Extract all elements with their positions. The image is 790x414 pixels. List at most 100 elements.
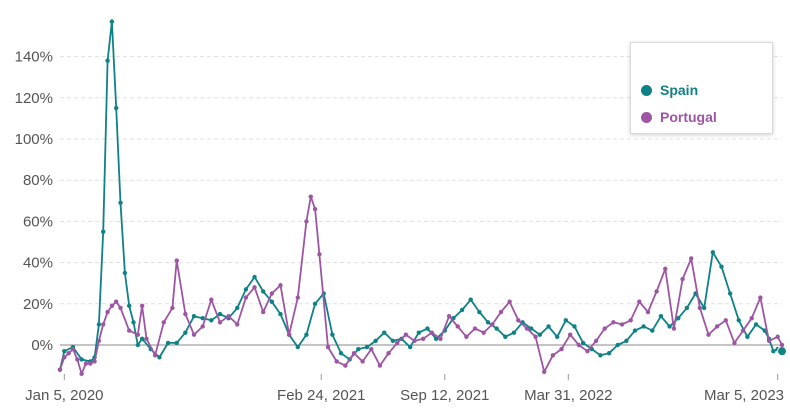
data-point-portugal[interactable] bbox=[152, 353, 158, 358]
data-point-portugal[interactable] bbox=[191, 332, 197, 337]
data-point-portugal[interactable] bbox=[395, 340, 400, 346]
data-point-portugal[interactable] bbox=[62, 355, 67, 360]
data-point-spain[interactable] bbox=[563, 318, 569, 323]
data-point-spain[interactable] bbox=[745, 334, 750, 339]
data-point-spain[interactable] bbox=[126, 303, 132, 309]
data-point-spain[interactable] bbox=[762, 328, 767, 333]
data-point-spain[interactable] bbox=[503, 334, 508, 339]
data-point-spain[interactable] bbox=[174, 340, 179, 346]
data-point-portugal[interactable] bbox=[377, 363, 383, 368]
data-point-portugal[interactable] bbox=[680, 276, 685, 282]
data-point-portugal[interactable] bbox=[490, 322, 495, 327]
data-point-portugal[interactable] bbox=[498, 309, 504, 315]
data-point-portugal[interactable] bbox=[75, 357, 80, 362]
data-point-spain[interactable] bbox=[62, 348, 67, 354]
data-point-portugal[interactable] bbox=[126, 328, 132, 333]
data-point-spain[interactable] bbox=[667, 324, 672, 329]
data-point-spain[interactable] bbox=[105, 58, 110, 63]
data-point-portugal[interactable] bbox=[118, 305, 123, 311]
data-point-portugal[interactable] bbox=[161, 320, 166, 325]
data-point-spain[interactable] bbox=[468, 297, 473, 302]
data-point-portugal[interactable] bbox=[170, 305, 175, 311]
data-point-portugal[interactable] bbox=[645, 309, 651, 315]
data-point-spain[interactable] bbox=[676, 316, 681, 321]
data-point-spain[interactable] bbox=[217, 311, 223, 317]
data-point-portugal[interactable] bbox=[304, 219, 309, 224]
data-point-portugal[interactable] bbox=[83, 361, 89, 366]
data-point-portugal[interactable] bbox=[139, 303, 145, 309]
data-point-spain[interactable] bbox=[407, 344, 413, 350]
data-point-portugal[interactable] bbox=[174, 258, 179, 263]
data-point-spain[interactable] bbox=[425, 326, 430, 331]
data-point-portugal[interactable] bbox=[235, 322, 240, 327]
data-point-portugal[interactable] bbox=[269, 291, 275, 296]
data-point-spain[interactable] bbox=[109, 19, 115, 24]
data-point-portugal[interactable] bbox=[200, 324, 205, 329]
legend-item-portugal[interactable]: Portugal bbox=[641, 107, 717, 127]
data-point-portugal[interactable] bbox=[663, 266, 668, 271]
data-point-portugal[interactable] bbox=[697, 305, 703, 311]
data-point-spain[interactable] bbox=[243, 287, 249, 292]
data-point-spain[interactable] bbox=[719, 264, 724, 269]
data-point-spain[interactable] bbox=[139, 336, 145, 342]
data-point-spain[interactable] bbox=[485, 320, 491, 325]
data-point-spain[interactable] bbox=[753, 322, 759, 327]
data-point-spain[interactable] bbox=[777, 346, 787, 357]
data-point-spain[interactable] bbox=[598, 353, 603, 358]
data-point-spain[interactable] bbox=[183, 330, 188, 335]
data-point-portugal[interactable] bbox=[723, 318, 728, 323]
data-point-portugal[interactable] bbox=[88, 361, 93, 366]
data-point-portugal[interactable] bbox=[516, 318, 521, 323]
data-point-portugal[interactable] bbox=[429, 330, 435, 335]
data-point-portugal[interactable] bbox=[369, 346, 374, 352]
data-point-portugal[interactable] bbox=[317, 252, 322, 257]
data-point-spain[interactable] bbox=[269, 299, 275, 304]
data-point-portugal[interactable] bbox=[403, 332, 409, 337]
data-point-spain[interactable] bbox=[537, 332, 543, 337]
data-point-portugal[interactable] bbox=[144, 336, 149, 342]
data-point-portugal[interactable] bbox=[226, 313, 231, 319]
data-point-portugal[interactable] bbox=[312, 206, 318, 212]
data-point-spain[interactable] bbox=[580, 340, 586, 346]
data-point-spain[interactable] bbox=[632, 328, 638, 333]
data-point-portugal[interactable] bbox=[57, 367, 63, 372]
data-point-spain[interactable] bbox=[338, 351, 344, 356]
data-point-spain[interactable] bbox=[624, 338, 629, 344]
data-point-portugal[interactable] bbox=[286, 332, 292, 337]
legend-item-spain[interactable]: Spain bbox=[641, 80, 698, 100]
data-point-portugal[interactable] bbox=[308, 194, 313, 199]
data-point-spain[interactable] bbox=[390, 338, 396, 344]
data-point-spain[interactable] bbox=[771, 348, 776, 354]
data-point-portugal[interactable] bbox=[628, 318, 633, 323]
data-point-spain[interactable] bbox=[209, 318, 214, 323]
data-point-portugal[interactable] bbox=[779, 342, 785, 348]
data-point-portugal[interactable] bbox=[386, 351, 391, 356]
data-point-portugal[interactable] bbox=[325, 344, 331, 350]
data-point-spain[interactable] bbox=[606, 351, 612, 356]
data-point-portugal[interactable] bbox=[654, 289, 659, 294]
data-point-portugal[interactable] bbox=[585, 348, 590, 354]
data-point-portugal[interactable] bbox=[105, 309, 110, 315]
data-point-portugal[interactable] bbox=[412, 338, 417, 344]
data-point-portugal[interactable] bbox=[533, 334, 538, 339]
data-point-portugal[interactable] bbox=[351, 351, 357, 356]
data-point-portugal[interactable] bbox=[542, 369, 547, 374]
data-point-portugal[interactable] bbox=[637, 299, 642, 304]
data-point-spain[interactable] bbox=[710, 250, 716, 255]
data-point-spain[interactable] bbox=[494, 326, 499, 331]
data-point-spain[interactable] bbox=[546, 324, 551, 329]
data-point-spain[interactable] bbox=[356, 346, 361, 352]
data-point-portugal[interactable] bbox=[732, 340, 737, 346]
data-point-spain[interactable] bbox=[122, 270, 128, 276]
data-point-spain[interactable] bbox=[736, 318, 741, 323]
data-point-portugal[interactable] bbox=[96, 338, 102, 344]
data-point-portugal[interactable] bbox=[602, 326, 607, 331]
data-point-portugal[interactable] bbox=[217, 320, 223, 325]
data-point-portugal[interactable] bbox=[252, 285, 257, 290]
data-point-portugal[interactable] bbox=[334, 359, 339, 364]
data-point-spain[interactable] bbox=[572, 324, 577, 329]
data-point-portugal[interactable] bbox=[740, 328, 746, 333]
data-point-portugal[interactable] bbox=[524, 326, 530, 331]
data-point-spain[interactable] bbox=[364, 344, 370, 350]
data-point-portugal[interactable] bbox=[507, 299, 512, 304]
